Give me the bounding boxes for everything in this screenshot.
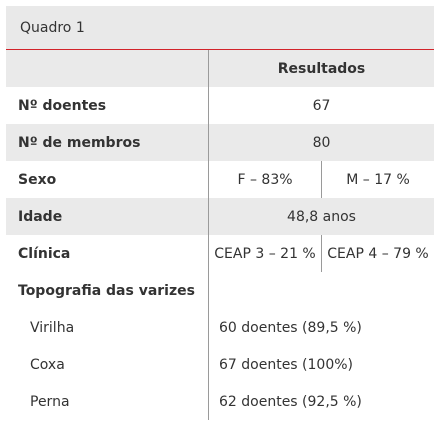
- table-row: Clínica CEAP 3 – 21 % CEAP 4 – 79 %: [6, 235, 434, 272]
- header-blank: [6, 50, 208, 87]
- column-header: Resultados: [277, 60, 366, 77]
- table-row: Nº de membros 80: [6, 124, 434, 161]
- cell: 67 doentes (100%): [219, 356, 353, 373]
- header-values: Resultados: [208, 50, 434, 87]
- row-values: [208, 272, 434, 309]
- row-label: Perna: [30, 393, 70, 410]
- row-values: F – 83% M – 17 %: [208, 161, 434, 198]
- row-label: Clínica: [18, 245, 71, 262]
- table-row: Nº doentes 67: [6, 87, 434, 124]
- row-label: Topografia das varizes: [18, 282, 195, 299]
- table-row: Topografia das varizes: [6, 272, 434, 309]
- row-values: 62 doentes (92,5 %): [208, 383, 434, 420]
- row-values: 48,8 anos: [208, 198, 434, 235]
- cell: F – 83%: [237, 171, 293, 188]
- row-label: Coxa: [30, 356, 65, 373]
- cell: 67: [312, 97, 331, 114]
- table-title: Quadro 1: [6, 6, 434, 50]
- row-values: 60 doentes (89,5 %): [208, 309, 434, 346]
- row-label: Nº doentes: [18, 97, 107, 114]
- table-row: Virilha 60 doentes (89,5 %): [6, 309, 434, 346]
- cell: 80: [312, 134, 331, 151]
- row-values: CEAP 3 – 21 % CEAP 4 – 79 %: [208, 235, 434, 272]
- row-values: 80: [208, 124, 434, 161]
- table-row: Perna 62 doentes (92,5 %): [6, 383, 434, 420]
- cell: CEAP 3 – 21 %: [214, 245, 316, 262]
- header-row: Resultados: [6, 50, 434, 87]
- row-label: Idade: [18, 208, 63, 225]
- cell: 60 doentes (89,5 %): [219, 319, 362, 336]
- row-label: Virilha: [30, 319, 75, 336]
- table: Resultados Nº doentes 67 Nº de membros 80 Sex…: [0, 50, 438, 420]
- row-values: 67: [208, 87, 434, 124]
- table-row: Idade 48,8 anos: [6, 198, 434, 235]
- row-label: Sexo: [18, 171, 57, 188]
- cell: CEAP 4 – 79 %: [321, 235, 434, 272]
- cell: 48,8 anos: [287, 208, 356, 225]
- table-row: Coxa 67 doentes (100%): [6, 346, 434, 383]
- row-values: 67 doentes (100%): [208, 346, 434, 383]
- row-label: Nº de membros: [18, 134, 141, 151]
- cell: M – 17 %: [321, 161, 434, 198]
- table-row: Sexo F – 83% M – 17 %: [6, 161, 434, 198]
- cell: 62 doentes (92,5 %): [219, 393, 362, 410]
